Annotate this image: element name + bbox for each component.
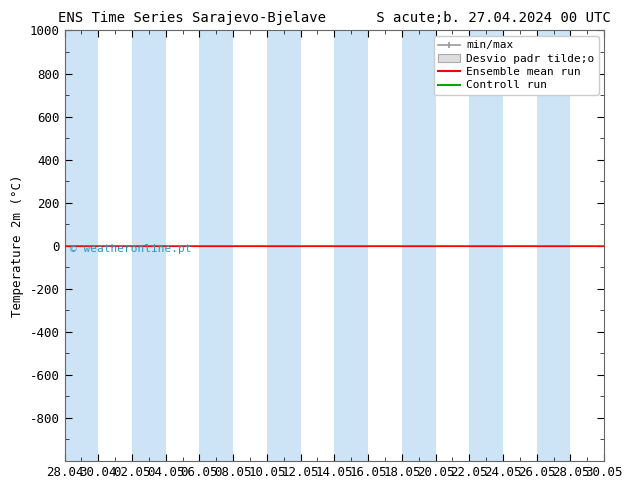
Bar xyxy=(132,30,165,461)
Bar xyxy=(65,30,98,461)
Bar xyxy=(537,30,571,461)
Bar xyxy=(402,30,436,461)
Y-axis label: Temperature 2m (°C): Temperature 2m (°C) xyxy=(11,174,24,317)
Text: © weatheronline.pt: © weatheronline.pt xyxy=(70,245,191,254)
Bar xyxy=(469,30,503,461)
Legend: min/max, Desvio padr tilde;o, Ensemble mean run, Controll run: min/max, Desvio padr tilde;o, Ensemble m… xyxy=(434,36,598,95)
Bar xyxy=(267,30,301,461)
Bar xyxy=(334,30,368,461)
Bar xyxy=(200,30,233,461)
Title: ENS Time Series Sarajevo-Bjelave      S acute;b. 27.04.2024 00 UTC: ENS Time Series Sarajevo-Bjelave S acute… xyxy=(58,11,611,25)
